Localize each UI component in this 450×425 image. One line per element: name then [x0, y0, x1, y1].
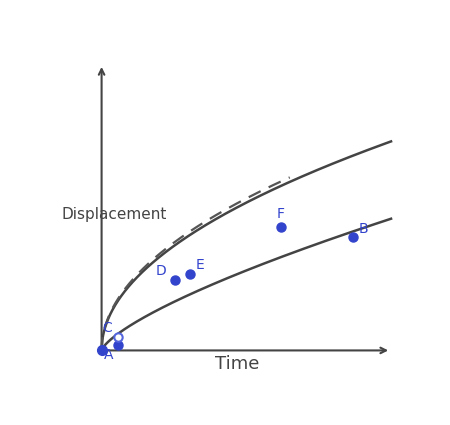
Text: B: B [359, 222, 369, 236]
Text: C: C [102, 320, 112, 334]
Text: E: E [196, 258, 205, 272]
Text: F: F [277, 207, 285, 221]
Text: D: D [156, 264, 167, 278]
Text: Displacement: Displacement [62, 207, 167, 222]
Text: A: A [104, 348, 113, 362]
Text: Time: Time [216, 355, 260, 373]
